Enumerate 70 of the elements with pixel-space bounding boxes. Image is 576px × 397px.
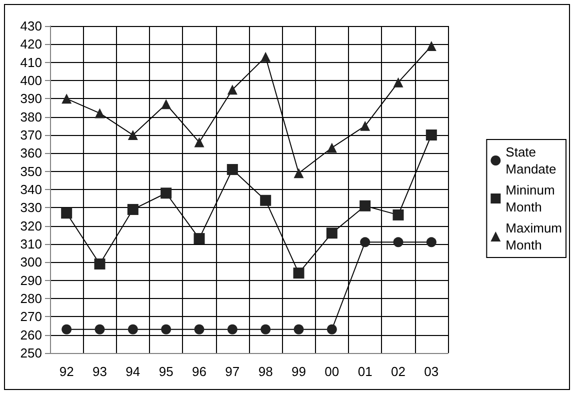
x-tick-label: 94 [126, 364, 140, 379]
x-tick-label: 03 [424, 364, 439, 379]
y-tick-label: 270 [20, 309, 42, 324]
point [393, 77, 404, 88]
point [194, 324, 204, 334]
y-tick-label: 330 [20, 200, 42, 216]
x-tick-label: 97 [225, 364, 240, 379]
point [161, 324, 172, 334]
x-tick-label: 96 [192, 364, 206, 379]
point [393, 237, 404, 248]
point [294, 168, 304, 178]
point [62, 94, 72, 104]
x-tick-label: 02 [391, 364, 406, 379]
point [360, 200, 371, 212]
point [94, 258, 106, 270]
legend-label: State Mandate [506, 144, 556, 176]
point [194, 137, 204, 148]
y-tick-label: 350 [20, 164, 42, 179]
y-tick-label: 320 [20, 218, 42, 234]
y-tick-label: 290 [20, 272, 42, 288]
point [226, 164, 238, 176]
y-tick-label: 380 [20, 109, 42, 124]
point [194, 233, 205, 244]
y-tick-label: 260 [20, 327, 42, 342]
point [260, 194, 272, 206]
y-tick-label: 390 [20, 91, 42, 106]
point [360, 120, 370, 131]
point [128, 130, 138, 140]
point [128, 324, 138, 334]
y-tick-label: 340 [20, 182, 42, 197]
point [260, 52, 271, 62]
x-tick-label: 92 [59, 364, 74, 379]
y-tick-label: 280 [20, 291, 42, 306]
y-tick-label: 250 [20, 346, 42, 360]
legend-label: Mininum Month [506, 182, 555, 214]
y-tick-label: 420 [20, 36, 42, 52]
point [94, 324, 105, 334]
x-tick-label: 01 [358, 364, 372, 379]
x-tick-label: 99 [292, 364, 306, 379]
y-tick-label: 360 [20, 146, 42, 161]
point [294, 324, 304, 334]
point [326, 142, 337, 153]
x-tick-label: 93 [92, 364, 107, 379]
legend-label: Maximum Month [506, 220, 562, 252]
point [293, 268, 304, 279]
y-tick-label: 370 [20, 128, 42, 142]
x-tick-label: 00 [324, 364, 340, 379]
point [161, 99, 172, 110]
point [94, 108, 105, 118]
y-tick-label: 300 [20, 254, 42, 270]
point [426, 40, 436, 51]
point [227, 324, 238, 334]
point [426, 237, 436, 248]
y-tick-label: 310 [20, 236, 42, 252]
y-tick-label: 430 [20, 18, 42, 34]
point [360, 237, 370, 248]
point [227, 84, 238, 95]
point [160, 188, 172, 199]
point [260, 324, 271, 334]
y-tick-label: 400 [20, 73, 42, 88]
point [127, 204, 138, 215]
point [392, 209, 404, 220]
x-tick-label: 95 [158, 364, 174, 379]
y-tick-label: 410 [20, 54, 42, 70]
point [326, 228, 338, 239]
point [426, 130, 437, 140]
point [326, 324, 337, 334]
point [61, 208, 72, 219]
point [62, 324, 72, 334]
x-tick-label: 98 [258, 364, 273, 379]
